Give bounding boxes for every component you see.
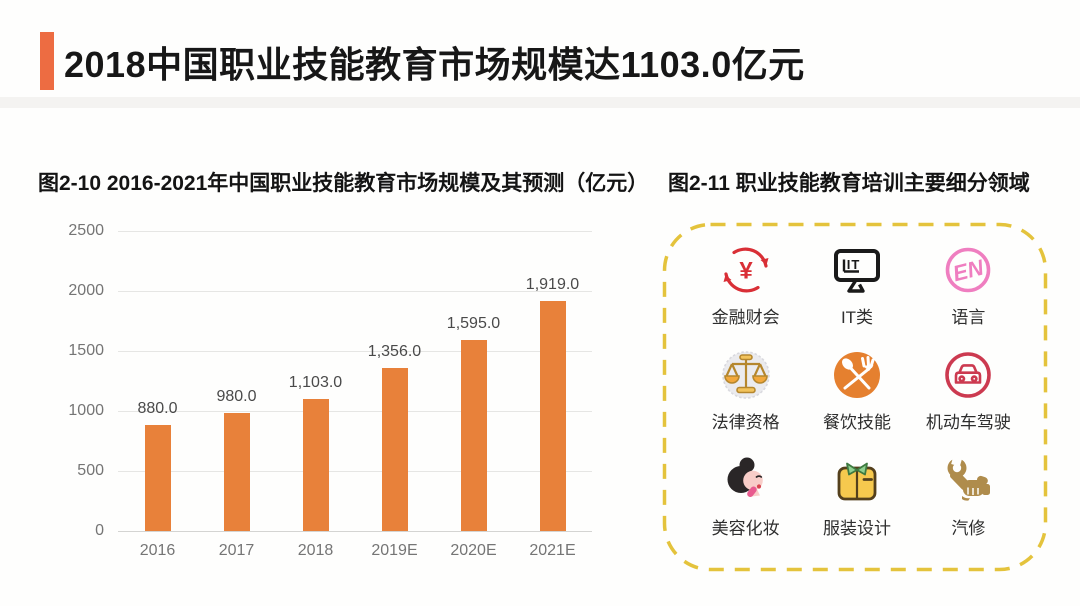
y-axis-tick-label: 500: [77, 462, 104, 479]
car-driving-icon: [945, 352, 992, 399]
bar-value-label: 980.0: [216, 388, 257, 406]
bar-value-label: 1,103.0: [288, 373, 343, 391]
gridline: [118, 291, 592, 292]
segment-label: IT类: [840, 308, 874, 327]
segment-item-law: 法律资格: [690, 347, 801, 452]
bar-2021E: [539, 300, 566, 531]
beauty-makeup-icon: [727, 457, 763, 497]
segment-label: 语言: [951, 308, 986, 327]
segment-item-fashion: 服装设计: [801, 453, 912, 558]
gridline: [118, 531, 592, 532]
bar-2020E: [460, 339, 487, 531]
svg-text:IT: IT: [847, 257, 861, 272]
segment-label: 服装设计: [822, 518, 891, 538]
finance-yuan-icon: ¥: [723, 247, 769, 293]
bar-chart-plot: 880.0 980.0 1,103.0 1,356.0 1,595.0 1,919.0: [118, 231, 592, 532]
y-axis: 0 500 1000 1500 2000 2500: [40, 222, 104, 539]
bar-slot: 980.0: [197, 231, 276, 531]
segment-label: 汽修: [951, 518, 986, 538]
bar-slot: 1,919.0: [513, 231, 592, 531]
wrench-repair-icon: [947, 454, 991, 501]
gridline: [118, 231, 592, 232]
segment-item-language: EN 语言: [913, 242, 1024, 347]
it-monitor-icon: IT: [833, 249, 880, 293]
segment-item-finance: ¥ 金融财会: [690, 242, 801, 347]
segment-item-it: IT IT类: [801, 242, 912, 347]
bar-2019E: [381, 368, 408, 531]
shirt-design-icon: [837, 462, 877, 501]
bar-2017: [223, 413, 250, 531]
bar-slot: 1,595.0: [434, 231, 513, 531]
segment-item-beauty: 美容化妆: [690, 453, 801, 558]
header-divider-band: [0, 97, 1080, 108]
x-axis-label: 2019E: [371, 542, 418, 559]
segment-label: 餐饮技能: [822, 413, 891, 433]
segments-panel-title: 图2-11 职业技能教育培训主要细分领域: [668, 172, 1030, 195]
x-axis-label: 2016: [139, 542, 176, 559]
bar-value-label: 1,595.0: [446, 314, 501, 332]
segment-label: 金融财会: [711, 308, 780, 327]
english-language-icon: EN: [946, 247, 991, 293]
gridline: [118, 351, 592, 352]
y-axis-tick-label: 2000: [68, 282, 104, 299]
segment-item-driving: 机动车驾驶: [913, 347, 1024, 452]
scales-of-justice-icon: [721, 351, 770, 400]
bar-slot: 1,103.0: [276, 231, 355, 531]
bar-slot: 1,356.0: [355, 231, 434, 531]
title-accent-bar: [40, 32, 54, 90]
y-axis-tick-label: 2500: [68, 222, 104, 239]
segment-item-auto-repair: 汽修: [913, 453, 1024, 558]
segment-label: 美容化妆: [711, 518, 780, 538]
page-title: 2018中国职业技能教育市场规模达1103.0亿元: [64, 44, 805, 85]
x-axis: 2016 2017 2018 2019E 2020E 2021E: [118, 542, 592, 564]
y-axis-tick-label: 1000: [68, 402, 104, 419]
svg-text:¥: ¥: [739, 258, 753, 285]
segment-label: 机动车驾驶: [925, 413, 1011, 433]
bar-value-label: 1,919.0: [525, 275, 580, 293]
x-axis-label: 2021E: [529, 542, 576, 559]
bar-2018: [302, 398, 329, 531]
segments-panel: ¥ 金融财会 IT IT类 EN: [662, 222, 1048, 572]
bar-2016: [144, 425, 171, 531]
panel-dashed-border: [662, 222, 1048, 572]
y-axis-tick-label: 0: [95, 522, 104, 539]
segment-label: 法律资格: [711, 413, 780, 433]
fork-spoon-icon: [833, 352, 880, 399]
gridline: [118, 411, 592, 412]
x-axis-label: 2018: [297, 542, 334, 559]
x-axis-label: 2020E: [450, 542, 497, 559]
segment-item-catering: 餐饮技能: [801, 347, 912, 452]
segments-grid: ¥ 金融财会 IT IT类 EN: [690, 242, 1024, 558]
y-axis-tick-label: 1500: [68, 342, 104, 359]
bar-slot: 880.0: [118, 231, 197, 531]
svg-text:EN: EN: [951, 254, 988, 286]
gridline: [118, 471, 592, 472]
x-axis-label: 2017: [218, 542, 255, 559]
bar-chart-title: 图2-10 2016-2021年中国职业技能教育市场规模及其预测（亿元）: [38, 172, 649, 195]
bar-value-label: 880.0: [137, 400, 178, 418]
bar-value-label: 1,356.0: [367, 343, 422, 361]
